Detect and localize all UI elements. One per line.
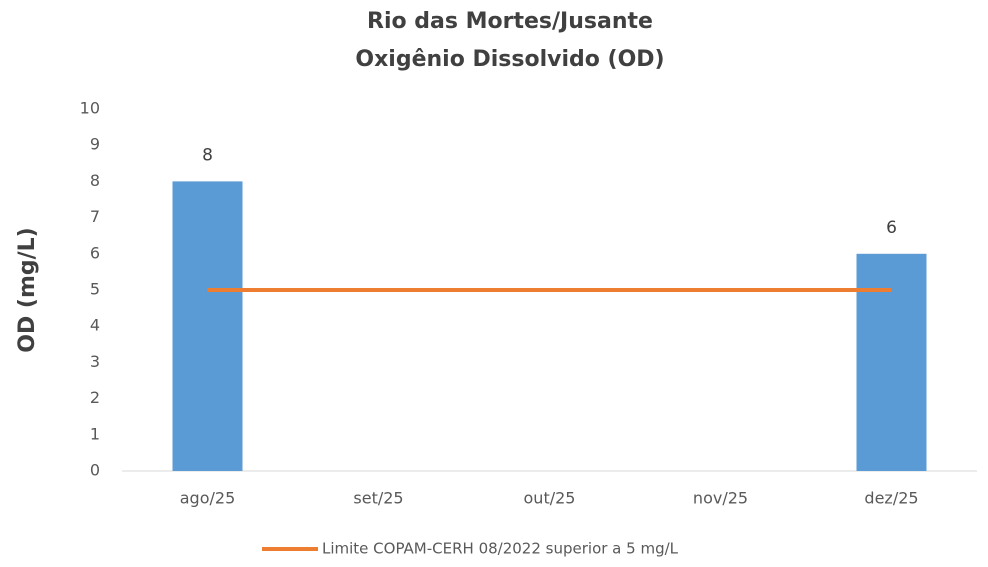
y-tick-label: 6 (90, 243, 100, 262)
y-axis-label: OD (mg/L) (15, 227, 40, 352)
bar (856, 253, 927, 471)
y-tick-label: 3 (90, 352, 100, 371)
x-tick-label: ago/25 (180, 489, 236, 508)
y-tick-label: 10 (80, 99, 100, 118)
y-tick-label: 7 (90, 207, 100, 226)
y-tick-label: 9 (90, 135, 100, 154)
y-tick-label: 1 (90, 424, 100, 443)
data-label: 8 (202, 145, 213, 165)
x-tick-label: nov/25 (693, 489, 748, 508)
x-tick-label: out/25 (524, 489, 576, 508)
y-tick-label: 8 (90, 171, 100, 190)
chart-subtitle: Oxigênio Dissolvido (OD) (355, 47, 664, 72)
bar (172, 181, 243, 471)
legend-label: Limite COPAM-CERH 08/2022 superior a 5 m… (322, 540, 679, 558)
x-tick-label: dez/25 (864, 489, 918, 508)
chart-title: Rio das Mortes/Jusante (367, 9, 653, 34)
y-tick-label: 5 (90, 280, 100, 299)
data-label: 6 (886, 218, 897, 238)
x-tick-label: set/25 (353, 489, 403, 508)
y-tick-label: 0 (90, 461, 100, 480)
y-tick-label: 4 (90, 316, 100, 335)
y-tick-label: 2 (90, 388, 100, 407)
